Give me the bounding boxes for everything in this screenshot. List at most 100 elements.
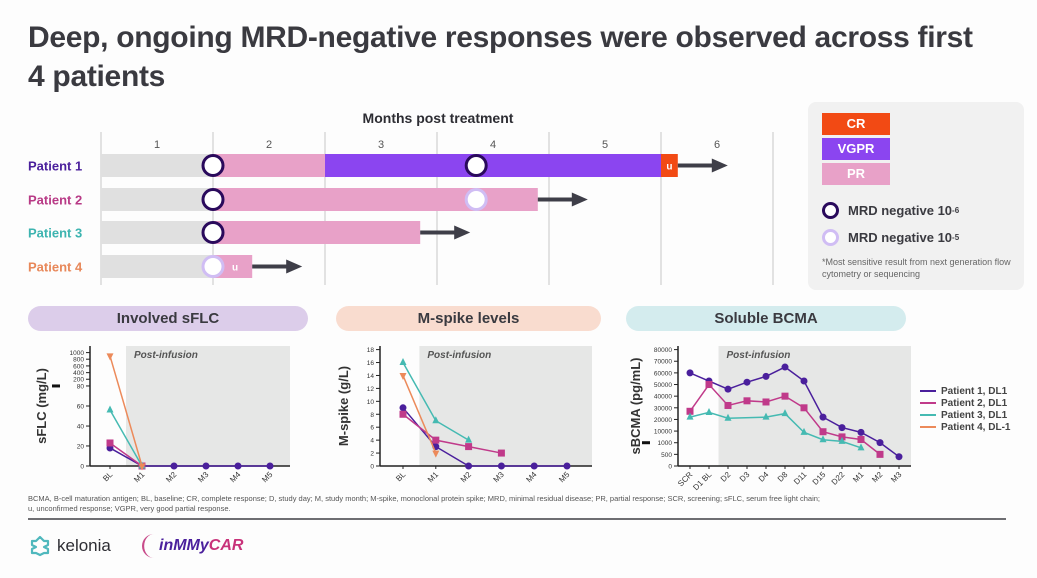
y-tick-label: 60000 xyxy=(654,370,672,377)
legend-label: Patient 3, DL1 xyxy=(941,409,1008,421)
x-tick-label: M2 xyxy=(459,470,474,485)
patient-label: Patient 2 xyxy=(28,193,82,208)
series-line xyxy=(402,375,437,454)
data-point xyxy=(686,412,694,420)
panel-title-mspike: M-spike levels xyxy=(336,306,601,331)
y-axis-label: sFLC (mg/L) xyxy=(34,368,49,444)
ongoing-arrow-icon xyxy=(711,158,728,173)
kelonia-logo-text: kelonia xyxy=(57,536,111,555)
y-tick-label: 4 xyxy=(370,438,374,445)
abbreviations: BCMA, B-cell maturation antigen; BL, bas… xyxy=(28,494,1008,514)
abbreviations-line-2: u, unconfirmed response; VGPR, very good… xyxy=(28,504,231,513)
patient-label: Patient 4 xyxy=(28,260,83,275)
legend-swatch xyxy=(920,402,936,404)
mrd-negative-6-marker xyxy=(464,154,488,177)
data-point xyxy=(743,397,751,405)
series-patient-4-dl-1 xyxy=(399,372,440,458)
data-point xyxy=(106,439,114,447)
data-point xyxy=(686,369,694,377)
post-infusion-label: Post-infusion xyxy=(427,350,491,361)
axis-break-mark xyxy=(642,441,650,445)
patient-legend: Patient 1, DL1 Patient 2, DL1 Patient 3, D… xyxy=(920,385,1010,433)
slide-title: Deep, ongoing MRD-negative responses wer… xyxy=(28,21,973,93)
series-line xyxy=(402,413,502,454)
x-tick-label: D11 xyxy=(792,470,809,487)
x-tick-label: M3 xyxy=(196,470,211,485)
ongoing-arrow-icon xyxy=(286,259,303,274)
y-tick-label: 10 xyxy=(367,399,375,406)
x-tick-label: D2 xyxy=(719,470,733,484)
y-tick-label: 14 xyxy=(367,373,375,380)
patient-legend-item: Patient 4, DL-1 xyxy=(920,421,1010,433)
y-tick-label: 0 xyxy=(80,464,84,471)
swimlane-bars: Patient 1 u Patient 2 Patient 3 Patient 4 u xyxy=(28,154,728,278)
data-point xyxy=(857,443,865,451)
patient-label: Patient 1 xyxy=(28,159,82,174)
data-point xyxy=(705,407,713,415)
y-tick-label: 800 xyxy=(73,357,84,364)
data-point xyxy=(432,436,440,444)
y-tick-label: 400 xyxy=(73,370,84,377)
legend-swatch xyxy=(920,414,936,416)
legend-cr-label: CR xyxy=(846,116,866,131)
data-point xyxy=(705,381,713,389)
y-tick-label: 500 xyxy=(661,452,672,459)
series-line xyxy=(109,355,143,467)
data-point xyxy=(781,363,789,371)
data-point xyxy=(838,433,846,441)
data-point xyxy=(819,428,827,436)
y-tick-label: 8 xyxy=(370,412,374,419)
legend-swatch xyxy=(920,390,936,392)
month-label: 6 xyxy=(714,139,720,151)
legend-footnote: *Most sensitive result from next generat… xyxy=(822,257,1011,279)
y-tick-label: 20000 xyxy=(654,417,672,424)
data-point xyxy=(743,378,751,386)
y-tick-label: 12 xyxy=(367,386,375,393)
data-point xyxy=(497,462,505,470)
legend-mrd5: MRD negative 10 -5 xyxy=(822,229,959,246)
x-tick-label: M1 xyxy=(132,470,147,485)
legend-cr: CR xyxy=(822,113,890,135)
response-bar-cr xyxy=(661,154,678,177)
legend-mrd5-label: MRD negative 10 xyxy=(848,230,953,245)
y-tick-label: 30000 xyxy=(654,405,672,412)
y-tick-label: 20 xyxy=(77,443,85,450)
data-point xyxy=(781,392,789,400)
data-point xyxy=(876,450,884,458)
mrd5-circle-icon xyxy=(822,229,839,246)
patient-label: Patient 3 xyxy=(28,226,82,241)
y-tick-label: 1000 xyxy=(70,350,85,357)
response-legend: CR VGPR PR MRD negative 10 -6 MRD negativ… xyxy=(808,102,1024,290)
legend-label: Patient 2, DL1 xyxy=(941,397,1008,409)
y-axis-label: sBCMA (pg/mL) xyxy=(628,357,643,454)
patient-row: Patient 1 u xyxy=(28,154,728,177)
y-tick-label: 80 xyxy=(77,383,85,390)
legend-pr: PR xyxy=(822,163,890,185)
crescent-icon xyxy=(142,534,154,558)
response-bar-vgpr xyxy=(325,154,661,177)
legend-vgpr-label: VGPR xyxy=(837,141,875,156)
kelonia-logo-icon xyxy=(30,535,50,557)
patient-legend-item: Patient 1, DL1 xyxy=(920,385,1010,397)
mrd-negative-6-marker xyxy=(201,221,225,244)
response-bar-pr xyxy=(213,154,325,177)
data-point xyxy=(781,409,789,417)
mrd-negative-6-marker xyxy=(201,188,225,211)
data-point xyxy=(800,404,808,412)
mrd6-circle-icon xyxy=(822,202,839,219)
response-bar-pr xyxy=(213,221,421,244)
abbreviations-line-1: BCMA, B-cell maturation antigen; BL, bas… xyxy=(28,494,821,503)
data-point xyxy=(857,428,865,436)
data-point xyxy=(800,377,808,385)
x-tick-label: M5 xyxy=(557,470,572,485)
ongoing-arrow-icon xyxy=(571,192,588,207)
inmmycar-prefix: inMMy xyxy=(159,537,209,554)
x-tick-label: M5 xyxy=(260,470,275,485)
series-patient-1-dl1 xyxy=(686,363,903,461)
month-label: 1 xyxy=(154,139,160,151)
data-point xyxy=(800,427,808,435)
x-tick-label: D22 xyxy=(830,470,847,487)
mrd-negative-5-marker xyxy=(464,188,488,211)
post-infusion-label: Post-infusion xyxy=(727,350,791,361)
data-point xyxy=(724,413,732,421)
